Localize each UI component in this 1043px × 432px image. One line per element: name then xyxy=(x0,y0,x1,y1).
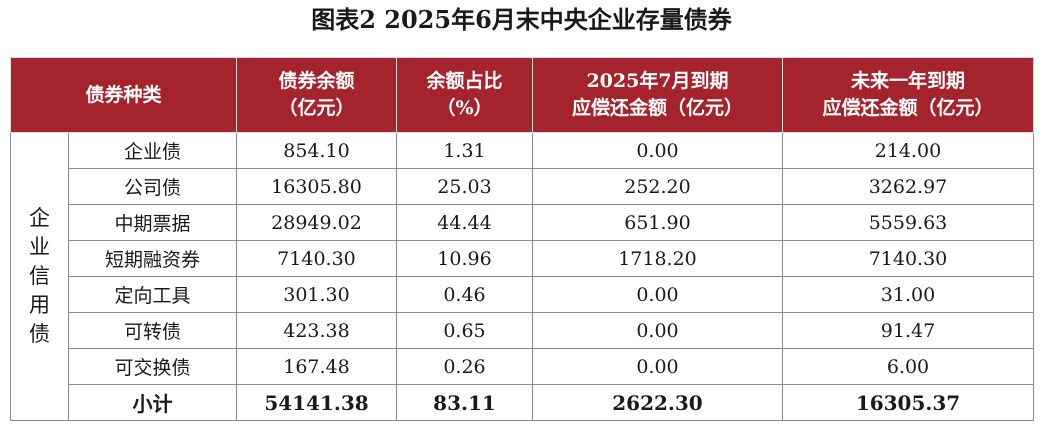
july-due-cell: 0.00 xyxy=(532,312,783,349)
table-title: 图表2 2025年6月末中央企业存量债券 xyxy=(311,5,732,34)
table-row: 中期票据 28949.02 44.44 651.90 5559.63 xyxy=(11,204,1034,241)
share-cell: 25.03 xyxy=(396,168,533,205)
july-due-cell: 252.20 xyxy=(532,168,783,205)
balance-cell: 301.30 xyxy=(236,276,397,313)
share-cell: 10.96 xyxy=(396,240,533,277)
total-label: 小计 xyxy=(68,384,237,421)
header-year-due-line2: 应偿还金额（亿元） xyxy=(822,97,994,119)
header-year-due-line1: 未来一年到期 xyxy=(850,70,965,92)
header-balance: 债券余额 （亿元） xyxy=(236,57,397,133)
header-balance-line2: （亿元） xyxy=(278,97,355,119)
bond-type-cell: 可交换债 xyxy=(68,348,237,385)
table-row: 企 业 信 用 债 企业债 854.10 1.31 0.00 214.00 xyxy=(10,132,1034,421)
bond-type-cell: 短期融资券 xyxy=(68,240,237,277)
table-row: 公司债 16305.80 25.03 252.20 3262.97 xyxy=(11,168,1034,205)
july-due-cell: 651.90 xyxy=(532,204,783,241)
balance-cell: 423.38 xyxy=(236,312,397,349)
category-char: 业 xyxy=(29,235,50,259)
year-due-cell: 7140.30 xyxy=(782,240,1034,277)
header-year-due: 未来一年到期 应偿还金额（亿元） xyxy=(782,57,1034,133)
category-char: 债 xyxy=(29,322,50,346)
balance-cell: 167.48 xyxy=(236,348,397,385)
year-due-cell: 214.00 xyxy=(782,132,1034,169)
header-balance-line1: 债券余额 xyxy=(278,70,355,92)
table-row: 可转债 423.38 0.65 0.00 91.47 xyxy=(11,312,1034,349)
category-char: 信 xyxy=(29,264,50,288)
total-year-due: 16305.37 xyxy=(782,384,1034,421)
year-due-cell: 31.00 xyxy=(782,276,1034,313)
bond-type-cell: 中期票据 xyxy=(68,204,237,241)
year-due-cell: 91.47 xyxy=(782,312,1034,349)
total-row: 小计 54141.38 83.11 2622.30 16305.37 xyxy=(11,384,1034,421)
bond-type-cell: 企业债 xyxy=(68,132,237,169)
balance-cell: 7140.30 xyxy=(236,240,397,277)
category-char: 用 xyxy=(29,293,50,317)
total-july-due: 2622.30 xyxy=(532,384,783,421)
header-row: 债券种类 债券余额 （亿元） 余额占比 （%） 2025年7月到期 应偿还金额（… xyxy=(10,57,1034,133)
header-bond-type: 债券种类 xyxy=(10,57,237,133)
table-row: 可交换债 167.48 0.26 0.00 6.00 xyxy=(11,348,1034,385)
header-share-line2: （%） xyxy=(436,97,493,119)
category-char: 企 xyxy=(29,206,50,230)
july-due-cell: 1718.20 xyxy=(532,240,783,277)
balance-cell: 16305.80 xyxy=(236,168,397,205)
bond-type-cell: 公司债 xyxy=(68,168,237,205)
july-due-cell: 0.00 xyxy=(532,276,783,313)
bond-type-cell: 可转债 xyxy=(68,312,237,349)
july-due-cell: 0.00 xyxy=(532,348,783,385)
share-cell: 0.65 xyxy=(396,312,533,349)
bond-type-cell: 定向工具 xyxy=(68,276,237,313)
total-balance: 54141.38 xyxy=(236,384,397,421)
year-due-cell: 5559.63 xyxy=(782,204,1034,241)
header-share: 余额占比 （%） xyxy=(396,57,533,133)
share-cell: 0.26 xyxy=(396,348,533,385)
header-july-due-line2: 应偿还金额（亿元） xyxy=(571,97,743,119)
year-due-cell: 6.00 xyxy=(782,348,1034,385)
balance-cell: 28949.02 xyxy=(236,204,397,241)
total-share: 83.11 xyxy=(396,384,533,421)
year-due-cell: 3262.97 xyxy=(782,168,1034,205)
header-july-due-line1: 2025年7月到期 xyxy=(586,70,729,92)
header-share-line1: 余额占比 xyxy=(426,70,503,92)
category-cell: 企 业 信 用 债 xyxy=(10,132,69,421)
table-row: 短期融资券 7140.30 10.96 1718.20 7140.30 xyxy=(11,240,1034,277)
balance-cell: 854.10 xyxy=(236,132,397,169)
share-cell: 44.44 xyxy=(396,204,533,241)
table-row: 定向工具 301.30 0.46 0.00 31.00 xyxy=(11,276,1034,313)
header-july-due: 2025年7月到期 应偿还金额（亿元） xyxy=(532,57,783,133)
bond-table: 债券种类 债券余额 （亿元） 余额占比 （%） 2025年7月到期 应偿还金额（… xyxy=(10,57,1034,421)
share-cell: 1.31 xyxy=(396,132,533,169)
july-due-cell: 0.00 xyxy=(532,132,783,169)
share-cell: 0.46 xyxy=(396,276,533,313)
